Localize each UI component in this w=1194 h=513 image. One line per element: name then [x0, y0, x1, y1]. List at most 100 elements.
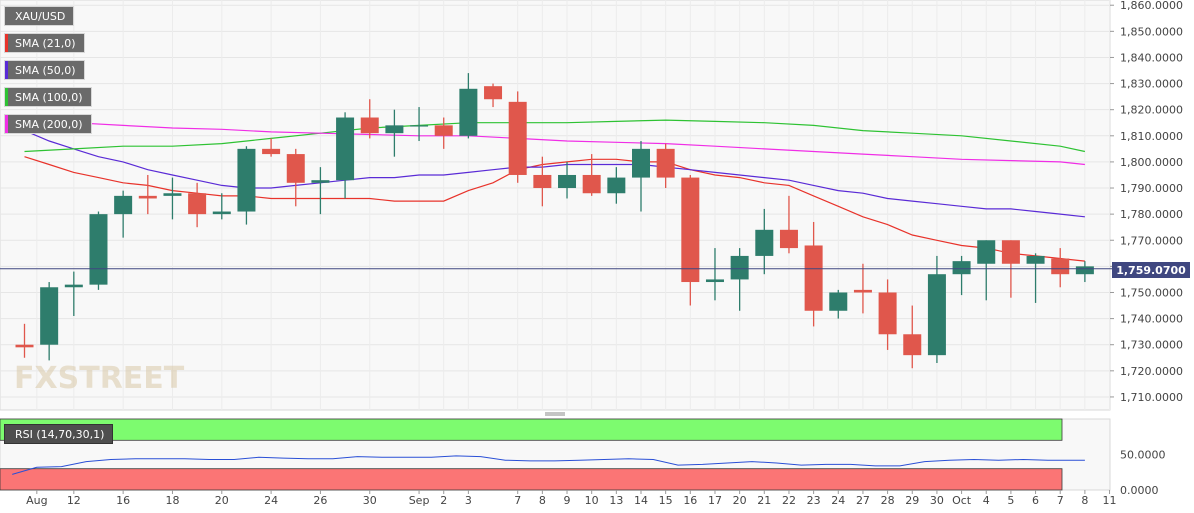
candle-body: [779, 229, 798, 249]
candle-body: [755, 229, 774, 256]
candle-body: [903, 334, 922, 356]
candle-body: [89, 214, 108, 285]
price-axis-label: 1,830.0000: [1120, 78, 1183, 91]
candle-body: [262, 148, 281, 155]
rsi-label[interactable]: RSI (14,70,30,1): [4, 424, 114, 444]
date-axis-label: 22: [782, 494, 796, 507]
current-price-tag: 1,759.0700: [1112, 262, 1190, 278]
date-axis-label: 8: [539, 494, 546, 507]
date-axis-label: 9: [564, 494, 571, 507]
candle-body: [558, 174, 577, 189]
sma-50-swatch: [5, 61, 8, 79]
sma-21-text: SMA (21,0): [15, 36, 76, 50]
panel-divider-handle[interactable]: [545, 412, 565, 416]
price-axis-label: 1,780.0000: [1120, 208, 1183, 221]
sma-50-label[interactable]: SMA (50,0): [4, 60, 85, 80]
gridlines: [0, 0, 1111, 410]
sma-21-label[interactable]: SMA (21,0): [4, 33, 85, 53]
candle-body: [952, 261, 971, 275]
date-axis-label: 16: [683, 494, 697, 507]
current-price-text: 1,759.0700: [1116, 263, 1186, 277]
rsi-axis-label: 50.0000: [1120, 449, 1166, 462]
main-plot-background: [0, 0, 1111, 411]
date-axis-label: 29: [905, 494, 919, 507]
date-axis-label: 8: [1081, 494, 1088, 507]
candle-body: [286, 154, 305, 183]
candle-body: [385, 125, 404, 134]
symbol-text: XAU/USD: [15, 9, 66, 23]
date-axis-label: 16: [116, 494, 130, 507]
price-axis-label: 1,840.0000: [1120, 51, 1183, 64]
date-axis-label: 24: [831, 494, 845, 507]
candle-body: [336, 117, 355, 181]
price-axis-label: 1,750.0000: [1120, 286, 1183, 299]
date-axis-label: Sep: [409, 494, 430, 507]
price-axis-label: 1,810.0000: [1120, 130, 1183, 143]
date-axis-label: 6: [1032, 494, 1039, 507]
candle-body: [853, 289, 872, 293]
candle-body: [212, 211, 231, 215]
rsi-text: RSI (14,70,30,1): [15, 427, 105, 441]
candle-body: [459, 88, 478, 136]
candle-body: [582, 174, 601, 194]
sma-series-line: [24, 119, 1086, 153]
price-axis-label: 1,770.0000: [1120, 234, 1183, 247]
price-axis-label: 1,800.0000: [1120, 156, 1183, 169]
candle-body: [237, 148, 256, 212]
date-axis-label: 17: [708, 494, 722, 507]
date-axis-label: 23: [807, 494, 821, 507]
date-axis-label: Oct: [952, 494, 972, 507]
candlesticks: [15, 73, 1094, 369]
candle-body: [360, 117, 379, 134]
sma-series-line: [24, 130, 1085, 218]
date-axis-label: 5: [1007, 494, 1014, 507]
date-axis-label: 12: [67, 494, 81, 507]
date-axis-label: 28: [881, 494, 895, 507]
date-axis-label: 24: [264, 494, 278, 507]
watermark-logo: FXSTREET: [14, 361, 185, 396]
price-axis-label: 1,860.0000: [1120, 0, 1183, 12]
candle-body: [878, 292, 897, 335]
rsi-axis: 50.0000 0.0000: [1120, 449, 1166, 498]
date-axis-label: 20: [733, 494, 747, 507]
rsi-oversold-zone: [0, 468, 1063, 491]
candle-body: [138, 195, 157, 199]
price-axis-label: 1,820.0000: [1120, 104, 1183, 117]
candle-body: [705, 279, 724, 283]
date-axis-label: 30: [930, 494, 944, 507]
price-axis-label: 1,850.0000: [1120, 25, 1183, 38]
sma-100-text: SMA (100,0): [15, 90, 83, 104]
candle-body: [508, 101, 527, 175]
date-axis-label: 18: [165, 494, 179, 507]
price-axis-label: 1,790.0000: [1120, 182, 1183, 195]
rsi-series-line: [12, 455, 1085, 475]
candle-body: [804, 245, 823, 311]
price-axis-label: 1,720.0000: [1120, 365, 1183, 378]
candle-body: [607, 177, 626, 194]
sma-200-label[interactable]: SMA (200,0): [4, 114, 92, 134]
date-axis-label: 26: [313, 494, 327, 507]
candle-body: [927, 274, 946, 356]
date-axis-label: 7: [1057, 494, 1064, 507]
candle-body: [730, 255, 749, 280]
candle-body: [681, 177, 700, 283]
date-axis-label: 7: [514, 494, 521, 507]
price-axis-label: 1,740.0000: [1120, 313, 1183, 326]
candle-body: [410, 125, 429, 127]
price-axis-label: 1,730.0000: [1120, 339, 1183, 352]
symbol-label[interactable]: XAU/USD: [4, 6, 75, 26]
rsi-bands: [0, 418, 1063, 491]
candle-body: [163, 193, 182, 196]
rsi-overbought-zone: [0, 418, 1063, 441]
rsi-line: [12, 455, 1085, 475]
date-axis: Aug 12 16 18 20 24 26 30 Sep 2 3 7 8 9 10 13 14 15 16 17 20 2…: [26, 490, 1117, 507]
date-axis-label: 10: [585, 494, 599, 507]
date-axis-label: 30: [363, 494, 377, 507]
date-axis-label: 15: [659, 494, 673, 507]
sma-100-label[interactable]: SMA (100,0): [4, 87, 92, 107]
candle-body: [1075, 266, 1094, 275]
candle-body: [829, 292, 848, 311]
candle-body: [311, 180, 330, 183]
candle-body: [977, 240, 996, 264]
